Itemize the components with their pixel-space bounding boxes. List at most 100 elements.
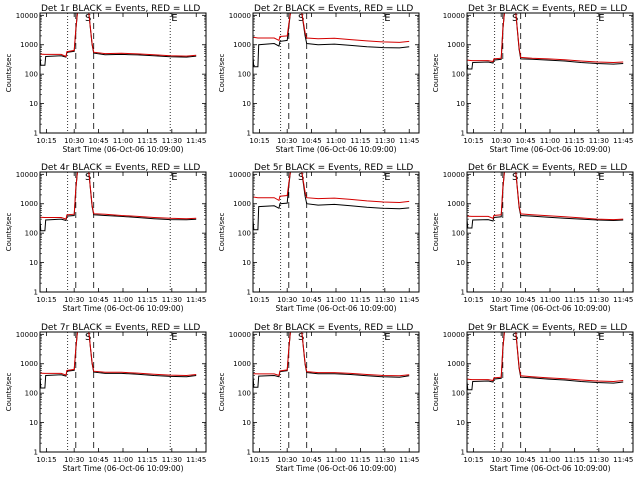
x-tick-label: 11:00 bbox=[326, 296, 346, 304]
plot-frame bbox=[39, 12, 207, 134]
plot-frame bbox=[252, 331, 420, 453]
marker-label: S bbox=[85, 172, 91, 183]
y-tick-label: 1 bbox=[247, 449, 251, 457]
x-tick-label: 11:15 bbox=[137, 296, 157, 304]
series-line-lld bbox=[39, 171, 197, 220]
chart-title: Det 8r BLACK = Events, RED = LLD bbox=[254, 323, 413, 333]
x-tick-label: 10:30 bbox=[277, 137, 297, 145]
y-axis-label: Counts/sec bbox=[5, 213, 13, 252]
x-tick-label: 10:15 bbox=[249, 456, 269, 464]
chart-title: Det 2r BLACK = Events, RED = LLD bbox=[254, 4, 413, 14]
marker-label: E bbox=[384, 172, 390, 183]
x-tick-label: 10:30 bbox=[491, 137, 511, 145]
y-tick-label: 10 bbox=[29, 419, 38, 427]
x-tick-label: 11:45 bbox=[186, 456, 206, 464]
y-tick-label: 1 bbox=[34, 130, 38, 138]
marker-label: S bbox=[512, 13, 518, 24]
marker-label: E bbox=[171, 13, 177, 24]
y-tick-label: 100 bbox=[452, 390, 465, 398]
series-line-lld bbox=[252, 12, 410, 43]
marker-label: S bbox=[298, 13, 304, 24]
x-tick-label: 10:30 bbox=[64, 137, 84, 145]
series-line-lld bbox=[466, 12, 624, 64]
y-tick-label: 100 bbox=[25, 390, 38, 398]
x-tick-label: 11:30 bbox=[162, 456, 182, 464]
y-tick-label: 10000 bbox=[443, 171, 465, 179]
y-tick-label: 1 bbox=[247, 289, 251, 297]
y-tick-label: 10 bbox=[242, 259, 251, 267]
plot-frame bbox=[39, 171, 207, 293]
x-tick-label: 10:15 bbox=[463, 296, 483, 304]
x-axis-label: Start Time (06-Oct-06 10:09:00) bbox=[275, 304, 396, 313]
marker-label: E bbox=[598, 332, 604, 343]
x-tick-label: 11:45 bbox=[186, 296, 206, 304]
plot-frame bbox=[466, 171, 634, 293]
x-tick-label: 10:45 bbox=[88, 296, 108, 304]
chart-panel-5: Det 5r BLACK = Events, RED = LLD Counts/s… bbox=[218, 163, 420, 313]
y-tick-label: 1000 bbox=[233, 360, 251, 368]
x-tick-label: 10:45 bbox=[515, 137, 535, 145]
series-line-lld bbox=[252, 171, 410, 204]
y-tick-label: 1 bbox=[461, 449, 465, 457]
chart-panel-7: Det 7r BLACK = Events, RED = LLD Counts/s… bbox=[5, 323, 207, 473]
x-tick-label: 10:30 bbox=[491, 296, 511, 304]
y-tick-label: 1000 bbox=[20, 360, 38, 368]
marker-label: S bbox=[85, 13, 91, 24]
x-tick-label: 11:00 bbox=[113, 137, 133, 145]
y-tick-label: 1 bbox=[461, 130, 465, 138]
x-tick-label: 11:00 bbox=[540, 296, 560, 304]
chart-title: Det 9r BLACK = Events, RED = LLD bbox=[468, 323, 627, 333]
y-tick-label: 10 bbox=[456, 419, 465, 427]
x-tick-label: 10:15 bbox=[36, 137, 56, 145]
y-axis-label: Counts/sec bbox=[218, 54, 226, 93]
y-tick-label: 100 bbox=[238, 71, 251, 79]
y-tick-label: 10 bbox=[29, 259, 38, 267]
x-tick-label: 11:45 bbox=[613, 456, 633, 464]
x-axis-label: Start Time (06-Oct-06 10:09:00) bbox=[275, 464, 396, 473]
chart-panel-3: Det 3r BLACK = Events, RED = LLD Counts/s… bbox=[432, 4, 634, 154]
x-tick-label: 11:45 bbox=[399, 296, 419, 304]
chart-title: Det 4r BLACK = Events, RED = LLD bbox=[41, 163, 200, 173]
chart-panel-1: Det 1r BLACK = Events, RED = LLD Counts/s… bbox=[5, 4, 207, 154]
marker-label: E bbox=[384, 332, 390, 343]
x-tick-label: 11:30 bbox=[589, 296, 609, 304]
x-tick-label: 11:00 bbox=[326, 137, 346, 145]
y-tick-label: 1 bbox=[247, 130, 251, 138]
y-tick-label: 10 bbox=[29, 100, 38, 108]
chart-panel-9: Det 9r BLACK = Events, RED = LLD Counts/s… bbox=[432, 323, 634, 473]
series-line-lld bbox=[466, 331, 624, 383]
marker-label: S bbox=[298, 172, 304, 183]
x-tick-label: 11:15 bbox=[350, 137, 370, 145]
x-tick-label: 11:45 bbox=[613, 137, 633, 145]
y-axis-label: Counts/sec bbox=[5, 373, 13, 412]
y-tick-label: 10000 bbox=[16, 331, 38, 339]
y-tick-label: 1000 bbox=[20, 200, 38, 208]
y-axis-label: Counts/sec bbox=[218, 213, 226, 252]
plot-frame bbox=[252, 12, 420, 134]
x-tick-label: 10:30 bbox=[277, 296, 297, 304]
chart-title: Det 7r BLACK = Events, RED = LLD bbox=[41, 323, 200, 333]
y-tick-label: 1 bbox=[34, 449, 38, 457]
y-tick-label: 1 bbox=[461, 289, 465, 297]
x-tick-label: 11:00 bbox=[113, 296, 133, 304]
x-tick-label: 11:15 bbox=[350, 456, 370, 464]
y-tick-label: 1000 bbox=[447, 41, 465, 49]
y-tick-label: 100 bbox=[25, 230, 38, 238]
x-tick-label: 10:45 bbox=[301, 456, 321, 464]
x-tick-label: 10:45 bbox=[301, 296, 321, 304]
y-tick-label: 100 bbox=[238, 230, 251, 238]
y-axis-label: Counts/sec bbox=[432, 373, 440, 412]
x-tick-label: 11:00 bbox=[540, 137, 560, 145]
chart-panel-2: Det 2r BLACK = Events, RED = LLD Counts/s… bbox=[218, 4, 420, 154]
x-tick-label: 11:30 bbox=[589, 456, 609, 464]
x-axis-label: Start Time (06-Oct-06 10:09:00) bbox=[275, 145, 396, 154]
marker-label: E bbox=[171, 172, 177, 183]
chart-title: Det 1r BLACK = Events, RED = LLD bbox=[41, 4, 200, 14]
series-line-lld bbox=[466, 171, 624, 221]
y-axis-label: Counts/sec bbox=[432, 54, 440, 93]
y-tick-label: 1 bbox=[34, 289, 38, 297]
y-axis-label: Counts/sec bbox=[218, 373, 226, 412]
series-line-lld bbox=[252, 331, 410, 377]
marker-label: E bbox=[598, 172, 604, 183]
y-tick-label: 1000 bbox=[447, 200, 465, 208]
